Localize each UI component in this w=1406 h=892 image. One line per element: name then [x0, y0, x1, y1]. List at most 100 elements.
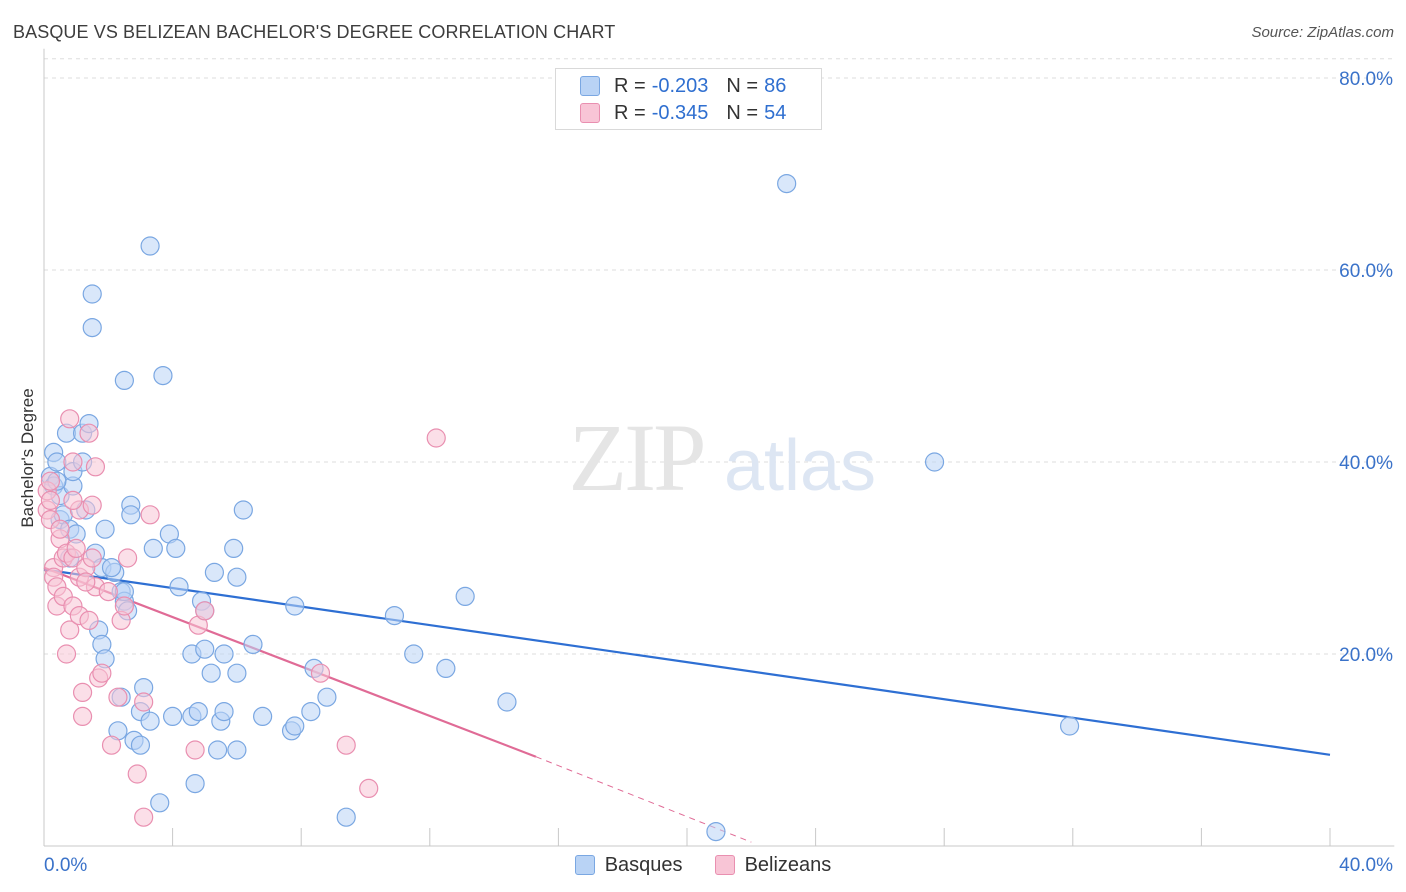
basque-point [204, 562, 224, 583]
belizean-point [79, 423, 99, 443]
basque-point [227, 740, 247, 760]
belizean-point [359, 778, 379, 799]
belizean-point [40, 471, 61, 491]
basque-point [285, 716, 305, 736]
basque-point [301, 701, 321, 722]
belizean-point [79, 610, 99, 631]
basque-point [253, 706, 273, 727]
y-tick-label: 40.0% [1339, 453, 1393, 474]
watermark-zip: ZIP [569, 404, 704, 511]
basque-point [121, 505, 141, 525]
trendline-belizeans-extension [535, 756, 752, 843]
belizean-point [426, 428, 446, 448]
belizean-point [310, 663, 331, 683]
basque-point [47, 452, 67, 472]
n-value: 86 [764, 74, 787, 97]
basque-point [227, 567, 247, 587]
tick-labels: 20.0% 40.0% 60.0% 80.0% 0.0% 40.0% [44, 69, 1393, 876]
belizean-point [108, 687, 128, 707]
belizean-point [63, 452, 83, 472]
basque-point [1059, 716, 1080, 736]
y-tick-label: 20.0% [1339, 645, 1393, 666]
basque-point [384, 605, 405, 626]
watermark-atlas: atlas [724, 426, 876, 506]
axes [43, 48, 1395, 847]
source-label: Source: ZipAtlas.com [1251, 24, 1394, 41]
belizean-point [134, 807, 154, 827]
belizean-point [50, 519, 70, 539]
basque-point [404, 644, 424, 664]
r-label: R = [614, 101, 646, 124]
basque-point [95, 519, 115, 539]
basque-point [153, 366, 173, 386]
belizeans-swatch [714, 855, 735, 875]
grid-lines [44, 58, 1395, 655]
basque-point [188, 701, 208, 722]
belizean-point [140, 505, 160, 525]
r-label: R = [614, 74, 646, 97]
belizean-point [72, 682, 93, 703]
trendline-basques [43, 568, 1331, 756]
belizean-point [76, 572, 96, 592]
zipatlas-watermark: ZIP atlas [569, 404, 877, 511]
basque-point [185, 773, 205, 794]
belizean-point [40, 490, 61, 510]
basque-point [82, 318, 102, 338]
basque-point [195, 639, 215, 659]
basque-point [285, 596, 305, 616]
y-tick-label: 80.0% [1339, 69, 1393, 90]
y-tick-label: 60.0% [1339, 261, 1393, 282]
belizean-point [114, 596, 134, 616]
trend-lines [43, 566, 1331, 843]
belizean-point [82, 548, 102, 568]
basque-point [777, 174, 797, 194]
correlation-legend: R = -0.203 N = 86 R = -0.345 N = 54 [555, 68, 822, 130]
belizean-point [72, 706, 93, 727]
belizean-point [63, 490, 83, 510]
chart-title: BASQUE VS BELIZEAN BACHELOR'S DEGREE COR… [13, 22, 616, 42]
series-belizeans-points [37, 409, 446, 827]
belizean-point [101, 735, 122, 755]
belizean-point [66, 538, 86, 559]
belizean-point [185, 740, 205, 760]
basque-point [163, 706, 183, 727]
basque-point [114, 370, 134, 390]
belizean-point [117, 548, 138, 568]
belizean-point [85, 457, 106, 477]
basque-point [455, 586, 475, 607]
basque-point [227, 663, 247, 683]
legend-item-belizeans[interactable]: Belizeans [714, 853, 832, 877]
series-legend: Basques Belizeans [0, 852, 1406, 878]
n-label: N = [726, 74, 759, 97]
basque-point [130, 735, 151, 755]
basque-point [243, 634, 263, 655]
legend-label-belizeans: Belizeans [744, 853, 832, 876]
basque-point [201, 663, 221, 683]
belizean-point [98, 581, 118, 602]
basque-point [166, 538, 186, 559]
belizean-point [336, 735, 356, 755]
belizeans-swatch [580, 103, 600, 123]
basque-point [140, 236, 160, 256]
basque-point [706, 821, 726, 842]
belizean-point [134, 692, 154, 712]
r-value: -0.203 [651, 74, 709, 97]
basque-point [233, 500, 253, 520]
basque-point [317, 687, 337, 707]
n-label: N = [726, 101, 759, 124]
basque-point [150, 793, 170, 813]
basque-point [924, 452, 945, 472]
x-tick-label: 0.0% [44, 855, 87, 876]
basque-point [436, 658, 456, 679]
basque-point [336, 807, 356, 827]
legend-label-basques: Basques [604, 853, 683, 876]
basque-point [143, 538, 163, 559]
belizean-point [82, 495, 102, 515]
belizean-point [127, 764, 147, 784]
belizean-point [60, 409, 80, 429]
legend-item-basques[interactable]: Basques [574, 853, 683, 877]
basques-swatch [574, 855, 595, 875]
basque-point [208, 740, 228, 760]
basque-point [140, 711, 160, 731]
